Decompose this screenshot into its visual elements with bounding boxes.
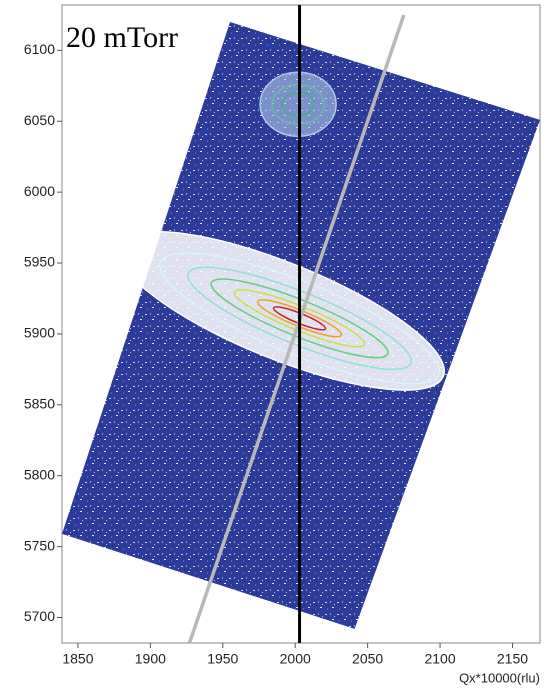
y-tick-label: 5950	[24, 254, 55, 270]
y-tick-label: 5900	[24, 325, 55, 341]
y-tick-label: 6050	[24, 112, 55, 128]
y-tick-label: 5750	[24, 537, 55, 553]
x-tick-label: 2050	[352, 651, 383, 667]
y-tick-label: 5800	[24, 466, 55, 482]
x-tick-label: 1850	[62, 651, 93, 667]
y-tick-label: 5850	[24, 396, 55, 412]
x-tick-label: 1950	[207, 651, 238, 667]
y-tick-label: 6100	[24, 41, 55, 57]
x-tick-label: 2100	[424, 651, 455, 667]
x-tick-label: 2150	[497, 651, 528, 667]
annotation: 20 mTorr	[66, 21, 178, 54]
relaxation-line	[187, 14, 406, 644]
x-tick-label: 1900	[135, 651, 166, 667]
x-tick-label: 2000	[280, 651, 311, 667]
y-tick-label: 6000	[24, 183, 55, 199]
y-tick-label: 5700	[24, 608, 55, 624]
x-axis-label: Qx*10000(rlu)	[459, 670, 540, 685]
